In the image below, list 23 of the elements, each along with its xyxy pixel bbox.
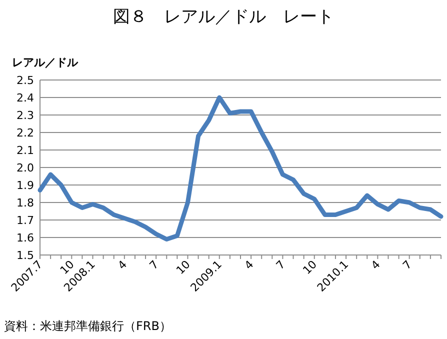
y-tick-label: 1.5 (16, 249, 34, 262)
y-tick-label: 1.8 (16, 196, 34, 210)
x-tick-label: 4 (368, 258, 383, 272)
x-tick-label: 10 (300, 258, 320, 278)
y-tick-label: 2.3 (16, 109, 34, 122)
y-tick-label: 1.9 (16, 179, 34, 192)
line-series (38, 95, 444, 242)
y-tick-label: 2.0 (16, 162, 34, 174)
y-axis-title: レアル／ドル (12, 56, 79, 69)
x-tick-label: 7 (147, 258, 162, 272)
x-tick-label: 7 (400, 258, 414, 272)
x-tick-label: 10 (174, 258, 193, 278)
y-tick-label: 2.5 (16, 74, 34, 87)
x-tick-label: 4 (242, 258, 256, 272)
y-tick-label: 1.7 (16, 214, 34, 227)
text: 資料：米連邦準備銀行（FRB） (4, 319, 172, 333)
y-tick-label: 1.6 (16, 232, 34, 244)
x-tick-label: 4 (115, 258, 130, 272)
y-tick-label: 2.1 (16, 144, 34, 157)
x-tick-label: 7 (274, 258, 288, 272)
y-tick-label: 2.2 (16, 126, 34, 140)
chart-title: 図８ レアル／ドル レート (113, 7, 334, 27)
y-tick-label: 2.4 (16, 92, 34, 104)
